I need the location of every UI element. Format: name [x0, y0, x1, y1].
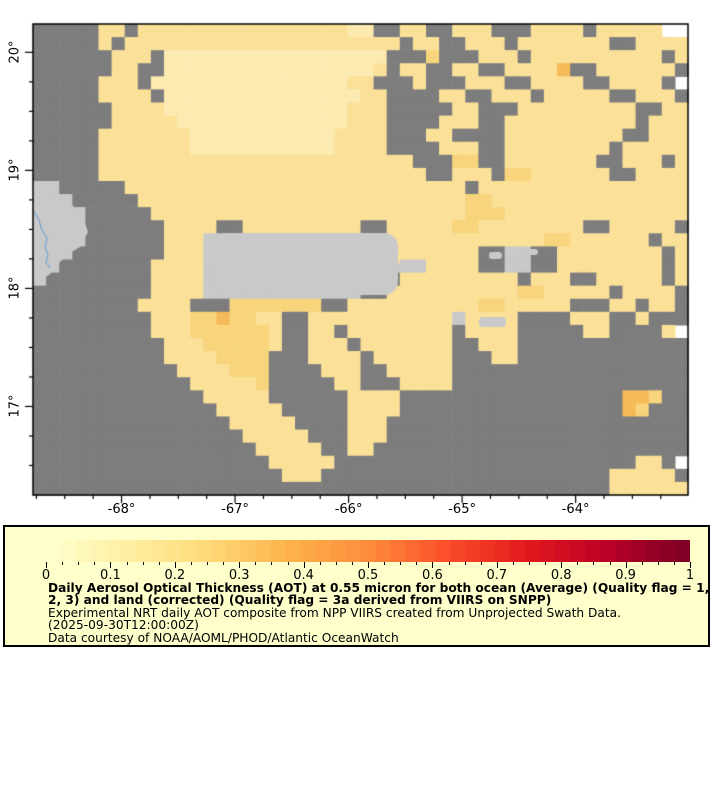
caption-timestamp: (2025-09-30T12:00:00Z) [48, 618, 199, 633]
lat-tick-label: 17° [7, 394, 23, 418]
colorbar-tick-label: 0.8 [550, 568, 572, 583]
colorbar-minor-tick [593, 562, 595, 565]
lon-tick-label: -65° [448, 502, 476, 517]
caption-courtesy: Data courtesy of NOAA/AOML/PHOD/Atlantic… [48, 630, 399, 645]
colorbar-minor-tick [223, 562, 225, 565]
colorbar-minor-tick [319, 562, 321, 565]
colorbar-tick-label: 0.6 [422, 568, 443, 583]
colorbar-minor-tick [207, 562, 208, 565]
colorbar-minor-tick [464, 562, 466, 565]
colorbar-minor-tick [448, 562, 450, 565]
legend-box: 0 0.1 0.2 0.3 0.4 0.5 0.6 0.7 0.8 0.9 1 Daily Aero… [3, 525, 710, 647]
colorbar-minor-tick [545, 562, 547, 565]
colorbar-minor-tick [78, 562, 80, 565]
colorbar-major-tick [690, 562, 691, 568]
lon-tick-label: -64° [561, 502, 590, 517]
colorbar-minor-tick [142, 562, 144, 565]
colorbar-minor-tick [609, 562, 611, 565]
colorbar-minor-tick [255, 562, 257, 565]
colorbar-minor-tick [126, 562, 128, 565]
colorbar-tick-label: 0.2 [164, 568, 186, 583]
colorbar-minor-tick [384, 562, 386, 565]
colorbar-major-tick [496, 562, 498, 568]
caption-description: Experimental NRT daily AOT composite fro… [48, 605, 622, 620]
legend-caption: Daily Aerosol Optical Thickness (AOT) at… [48, 582, 709, 644]
aot-map-canvas [0, 0, 720, 525]
lon-tick-label: -67° [221, 502, 249, 517]
lon-tick-label: -66° [334, 502, 363, 517]
colorbar-tick-label: 0 [41, 568, 51, 583]
colorbar-minor-tick [287, 562, 289, 565]
colorbar-minor-tick [480, 562, 482, 565]
colorbar-minor-tick [271, 562, 273, 565]
colorbar-minor-tick [94, 562, 96, 565]
lat-tick-label: 20° [7, 40, 23, 64]
colorbar-major-tick [561, 562, 563, 568]
colorbar-minor-tick [335, 562, 337, 565]
colorbar-major-tick [625, 562, 627, 568]
colorbar-tick-label: 0.1 [100, 568, 121, 583]
lat-tick-label: 19° [7, 158, 23, 182]
lon-tick-label: -68° [107, 502, 136, 517]
colorbar-major-tick [368, 562, 369, 568]
caption-title-line-2: 2, 3) and land (corrected) (Quality flag… [48, 593, 552, 608]
colorbar-tick-label: 0.4 [293, 568, 314, 583]
colorbar-major-tick [46, 562, 47, 568]
colorbar-minor-tick [641, 562, 643, 565]
colorbar-tick-label: 0.7 [486, 568, 508, 583]
colorbar-minor-tick [158, 562, 160, 565]
colorbar-minor-tick [577, 562, 579, 565]
colorbar-minor-tick [529, 562, 530, 565]
colorbar-tick-label: 1 [685, 568, 695, 583]
colorbar-tick-label: 0.5 [357, 568, 379, 583]
colorbar-major-tick [110, 562, 112, 568]
colorbar-major-tick [174, 562, 176, 568]
colorbar-minor-tick [657, 562, 659, 565]
colorbar-minor-tick [351, 562, 353, 565]
colorbar-tick-label: 0.3 [228, 568, 250, 583]
colorbar [46, 540, 690, 562]
colorbar-minor-tick [673, 562, 675, 565]
colorbar-minor-tick [400, 562, 402, 565]
colorbar-minor-tick [512, 562, 514, 565]
colorbar-minor-tick [190, 562, 192, 565]
colorbar-minor-tick [416, 562, 418, 565]
colorbar-major-tick [303, 562, 305, 568]
lat-tick-label: 18° [7, 276, 23, 300]
caption-title-line-1: Daily Aerosol Optical Thickness (AOT) at… [48, 581, 710, 595]
colorbar-minor-tick [62, 562, 64, 565]
colorbar-tick-label: 0.9 [615, 568, 636, 583]
colorbar-major-tick [432, 562, 434, 568]
colorbar-major-tick [239, 562, 241, 568]
